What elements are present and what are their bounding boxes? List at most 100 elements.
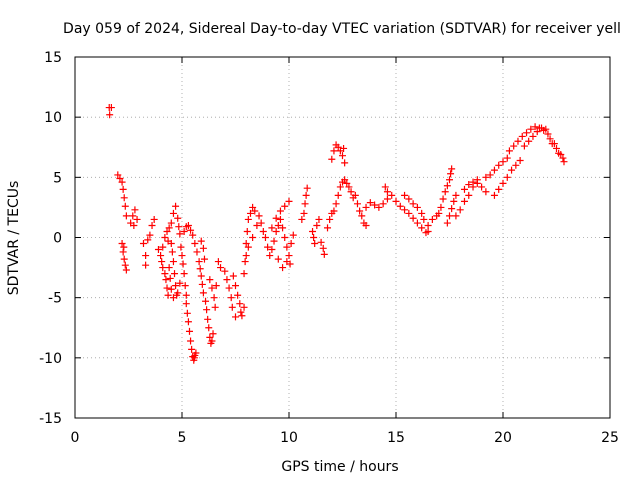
data-point-marker — [191, 240, 199, 248]
data-point-marker — [486, 171, 494, 179]
data-point-marker — [214, 258, 222, 266]
y-tick-labels: -15 -10 -5 0 5 10 15 — [39, 50, 62, 427]
data-point-marker — [268, 246, 276, 254]
data-point-marker — [189, 231, 197, 239]
y-axis-title: SDTVAR / TECUs — [6, 181, 22, 296]
data-point-marker — [285, 197, 293, 205]
data-point-marker — [162, 276, 170, 284]
data-point-marker — [310, 234, 318, 241]
data-point-marker — [448, 205, 456, 213]
data-point-marker — [169, 258, 177, 266]
data-point-marker — [169, 209, 177, 217]
data-point-marker — [232, 313, 239, 321]
data-point-marker — [217, 264, 225, 272]
data-point-marker — [465, 181, 473, 189]
data-point-marker — [347, 188, 355, 196]
data-point-marker — [243, 227, 251, 235]
data-point-marker — [159, 264, 167, 272]
data-point-marker — [238, 312, 246, 320]
data-point-marker — [261, 234, 269, 241]
x-tick-label: 5 — [178, 430, 187, 446]
data-point-marker — [550, 140, 558, 148]
data-point-marker — [276, 215, 284, 223]
data-point-marker — [301, 200, 309, 208]
data-point-marker — [326, 215, 334, 223]
data-point-marker — [187, 226, 195, 234]
data-point-marker — [253, 221, 261, 229]
data-point-marker — [266, 252, 274, 260]
data-point-marker — [144, 236, 152, 244]
data-point-marker — [371, 201, 379, 209]
data-point-marker — [298, 215, 306, 223]
data-point-marker — [334, 143, 342, 151]
data-point-marker — [168, 248, 176, 256]
data-point-marker — [482, 173, 490, 181]
data-point-marker — [251, 207, 259, 215]
data-point-marker — [281, 234, 289, 241]
data-point-marker — [176, 230, 184, 238]
data-point-marker — [302, 191, 310, 199]
data-point-marker — [520, 142, 528, 150]
data-point-marker — [546, 135, 554, 143]
data-point-marker — [362, 203, 370, 211]
data-point-marker — [106, 111, 114, 119]
data-point-marker — [351, 191, 359, 199]
data-points — [105, 104, 568, 364]
data-point-marker — [244, 243, 252, 251]
data-point-marker — [198, 280, 206, 288]
data-point-marker — [503, 154, 511, 162]
data-point-marker — [413, 203, 421, 211]
data-point-marker — [482, 188, 490, 196]
data-point-marker — [375, 203, 383, 211]
data-point-marker — [227, 294, 235, 302]
data-point-marker — [120, 194, 128, 202]
data-point-marker — [529, 132, 537, 140]
data-point-marker — [161, 234, 169, 241]
data-point-marker — [142, 252, 150, 260]
data-point-marker — [540, 126, 548, 134]
data-point-marker — [330, 207, 338, 215]
data-point-marker — [503, 173, 511, 181]
data-point-marker — [199, 289, 207, 297]
data-point-marker — [209, 330, 217, 338]
data-point-marker — [319, 244, 327, 252]
data-point-marker — [409, 200, 417, 208]
data-point-marker — [392, 197, 400, 205]
data-point-marker — [164, 291, 172, 299]
axis-ticks — [74, 56, 611, 419]
data-point-marker — [180, 270, 188, 278]
data-point-marker — [121, 202, 129, 210]
data-point-marker — [495, 161, 503, 169]
data-point-marker — [264, 243, 272, 251]
data-point-marker — [358, 212, 366, 220]
data-point-marker — [469, 178, 477, 186]
data-point-marker — [401, 206, 409, 214]
data-point-marker — [183, 309, 191, 317]
y-tick-label: -15 — [39, 411, 62, 427]
data-point-marker — [456, 206, 464, 214]
data-point-marker — [166, 274, 174, 282]
data-point-marker — [180, 227, 188, 235]
data-point-marker — [199, 244, 207, 252]
data-point-marker — [159, 243, 167, 251]
data-point-marker — [287, 240, 295, 248]
data-point-marker — [340, 144, 348, 152]
data-point-marker — [167, 219, 175, 227]
data-point-marker — [281, 202, 289, 210]
x-tick-label: 25 — [601, 430, 619, 446]
data-point-marker — [249, 234, 257, 241]
data-point-marker — [274, 255, 282, 263]
data-point-marker — [341, 176, 349, 184]
data-point-marker — [409, 214, 417, 222]
data-point-marker — [225, 284, 233, 292]
data-point-marker — [336, 183, 344, 191]
data-point-marker — [119, 248, 127, 256]
data-point-marker — [334, 191, 342, 199]
data-point-marker — [165, 224, 173, 232]
data-point-marker — [197, 237, 205, 245]
data-point-marker — [177, 243, 185, 251]
data-point-marker — [320, 250, 328, 258]
data-point-marker — [283, 258, 291, 266]
